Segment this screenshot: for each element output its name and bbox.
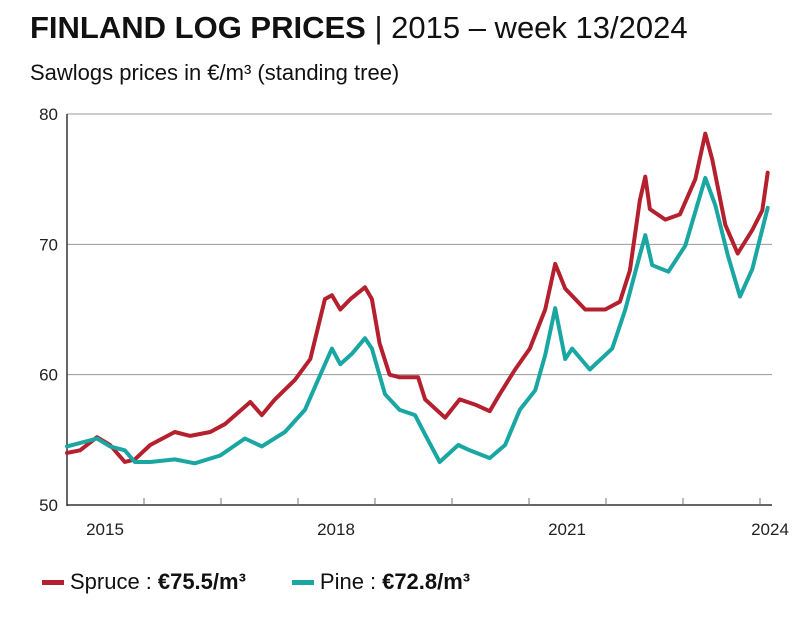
spruce-latest-value: €75.5/m³ (157, 569, 246, 594)
title-suffix: | 2015 – week 13/2024 (365, 10, 688, 45)
x-tick-label-2024: 2024 (751, 520, 789, 539)
legend-item-pine: Pine: €72.8/m³ (291, 569, 471, 595)
x-tick-label-2015: 2015 (86, 520, 124, 539)
legend-item-spruce: Spruce: €75.5/m³ (42, 569, 246, 595)
pine-latest-value: €72.8/m³ (382, 569, 471, 594)
y-tick-label-60: 60 (39, 366, 58, 385)
series-line-pine (65, 175, 770, 466)
x-tick-label-2021: 2021 (548, 520, 586, 539)
legend-label-pine: Pine (319, 569, 364, 594)
chart-title: FINLAND LOG PRICES | 2015 – week 13/2024 (30, 10, 688, 46)
series-line-spruce (65, 131, 770, 464)
legend-colon: : (145, 569, 152, 594)
legend: Spruce: €75.5/m³ Pine: €72.8/m³ (42, 569, 470, 595)
y-tick-label-50: 50 (39, 496, 58, 515)
pine-swatch (291, 579, 314, 585)
x-tick-label-2018: 2018 (317, 520, 355, 539)
legend-colon: : (369, 569, 377, 594)
y-tick-label-80: 80 (39, 105, 58, 124)
chart-subtitle: Sawlogs prices in €/m³ (standing tree) (30, 60, 400, 85)
legend-label-spruce: Spruce (70, 569, 140, 594)
y-tick-label-70: 70 (39, 235, 58, 254)
title-main: FINLAND LOG PRICES (30, 10, 366, 45)
spruce-swatch (42, 579, 64, 585)
